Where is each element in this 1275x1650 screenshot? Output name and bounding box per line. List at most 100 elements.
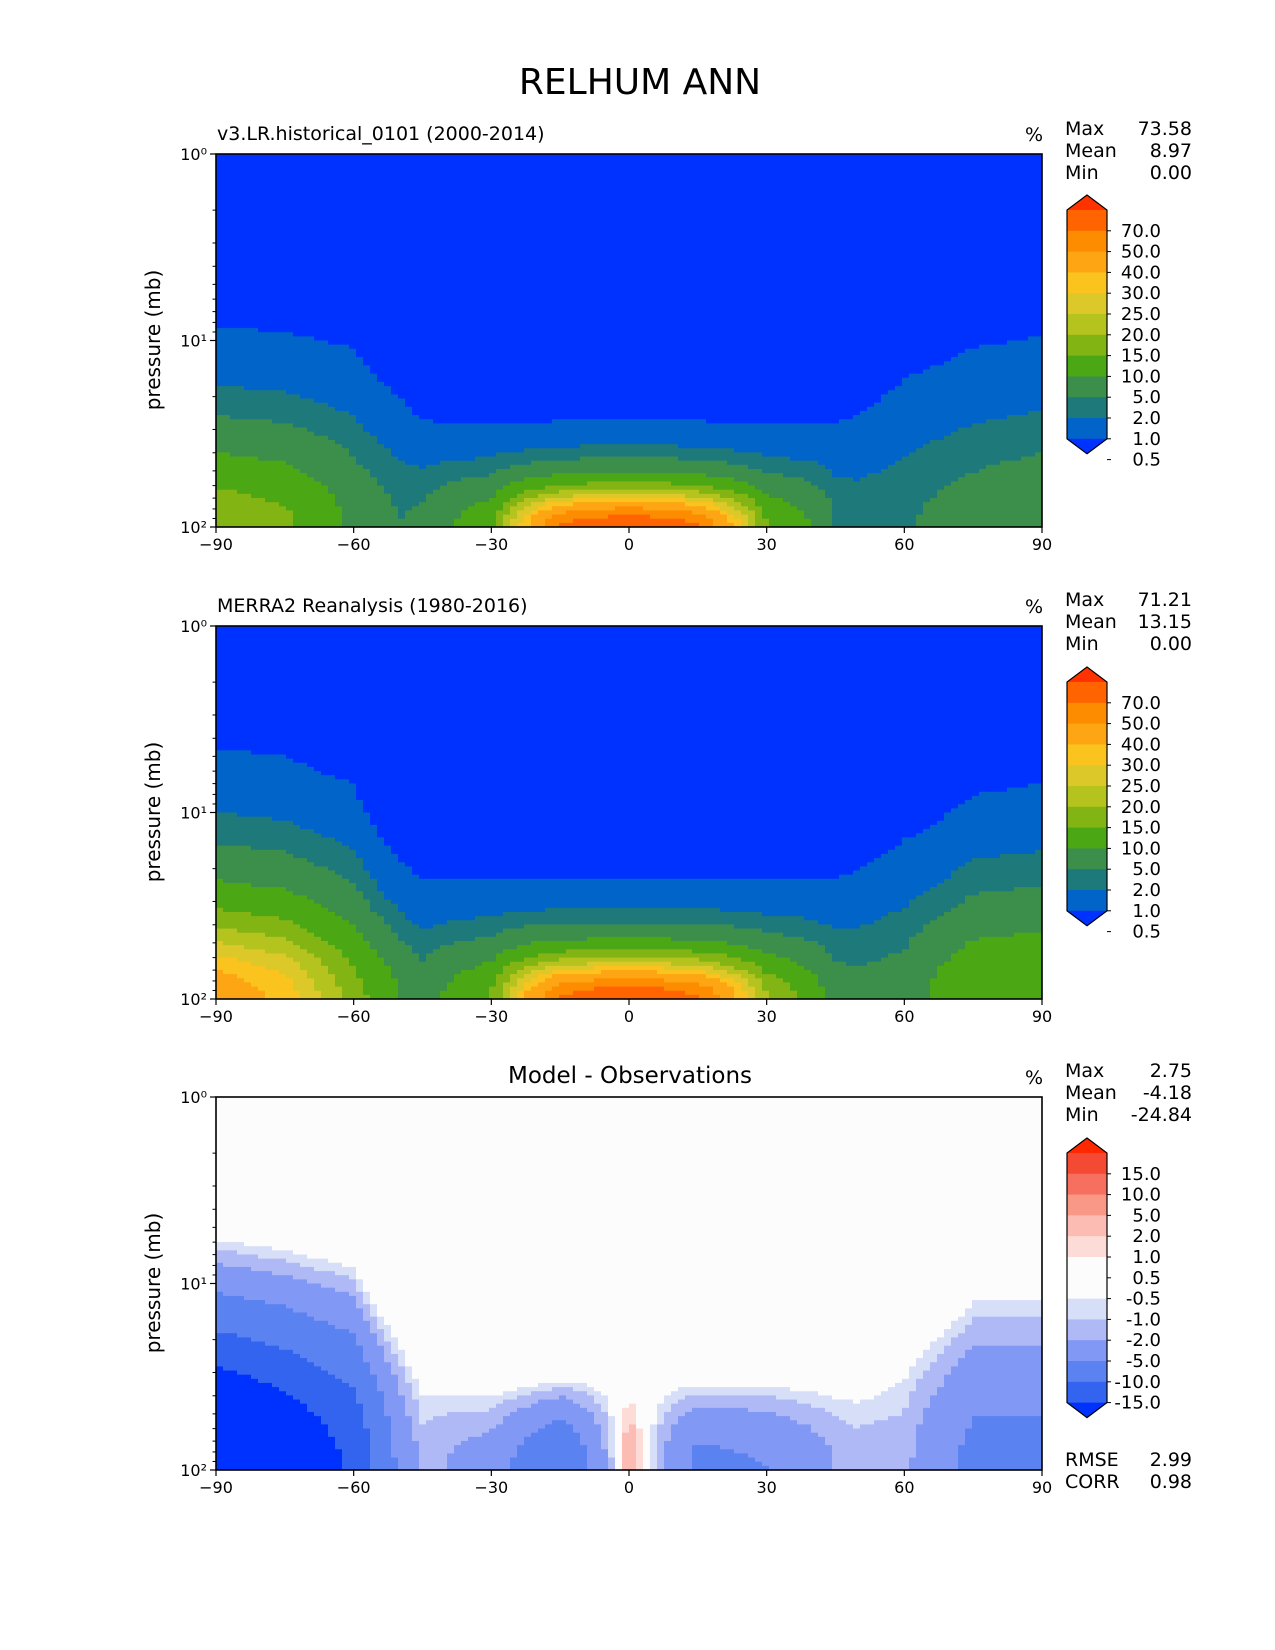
contour-cell	[454, 518, 462, 527]
contour-cell	[1021, 1416, 1029, 1470]
contour-cell	[727, 945, 735, 959]
contour-cell	[1014, 460, 1022, 527]
contour-cell	[580, 626, 588, 880]
contour-cell	[1021, 853, 1029, 888]
contour-cell	[279, 423, 287, 462]
contour-cell	[223, 1333, 231, 1372]
contour-cell	[587, 907, 595, 925]
contour-cell	[475, 878, 483, 917]
contour-cell	[342, 779, 350, 847]
contour-cell	[307, 1283, 315, 1318]
contour-cell	[853, 1097, 861, 1363]
contour-cell	[629, 419, 637, 445]
contour-cell	[643, 969, 651, 979]
contour-cell	[769, 456, 777, 474]
contour-cell	[797, 1366, 805, 1392]
contour-cell	[475, 1411, 483, 1438]
contour-cell	[244, 1266, 252, 1301]
contour-cell	[258, 887, 266, 917]
y-tick-label: 10⁰	[180, 1088, 207, 1107]
contour-cell	[986, 936, 994, 999]
contour-cell	[818, 423, 826, 466]
contour-cell	[629, 626, 637, 880]
contour-cell	[237, 1097, 245, 1222]
contour-cell	[825, 1362, 833, 1396]
contour-cell	[1000, 853, 1008, 892]
contour-cell	[699, 1445, 707, 1470]
contour-cell	[608, 510, 616, 516]
panel-diff-title: Model - Observations	[508, 1063, 752, 1089]
contour-cell	[657, 936, 665, 950]
contour-cell	[307, 626, 315, 768]
contour-cell	[587, 936, 595, 950]
contour-cell	[300, 928, 308, 950]
contour-cell	[335, 986, 343, 999]
contour-cell	[741, 464, 749, 483]
contour-cell	[664, 497, 672, 503]
contour-cell	[804, 1391, 812, 1405]
y-tick-label: 10²	[180, 1461, 207, 1480]
contour-cell	[776, 978, 784, 999]
contour-cell	[398, 911, 406, 942]
contour-cell	[657, 456, 665, 474]
contour-cell	[972, 1097, 980, 1268]
contour-cell	[349, 924, 357, 967]
contour-cell	[958, 903, 966, 950]
contour-cell	[713, 1387, 721, 1396]
contour-cell	[552, 1366, 560, 1384]
contour-cell	[755, 626, 763, 880]
contour-cell	[503, 452, 511, 470]
contour-cell	[496, 510, 504, 527]
x-tick-label: 0	[624, 535, 634, 554]
contour-cell	[363, 365, 371, 433]
contour-cell	[517, 878, 525, 913]
contour-cell	[657, 518, 665, 527]
contour-cell	[664, 1395, 672, 1413]
contour-cell	[636, 514, 644, 527]
contour-cell	[258, 990, 266, 999]
contour-cell	[811, 423, 819, 462]
colorbar-label: 15.0	[1121, 818, 1161, 839]
contour-cell	[608, 907, 616, 925]
contour-cell	[216, 626, 224, 751]
contour-cell	[685, 497, 693, 503]
contour-cell	[650, 419, 658, 445]
contour-cell	[251, 626, 259, 756]
contour-cell	[748, 510, 756, 527]
contour-cell	[272, 154, 280, 333]
contour-cell	[832, 928, 840, 963]
contour-cell	[713, 1097, 721, 1367]
contour-cell	[272, 390, 280, 424]
contour-cell	[461, 477, 469, 512]
contour-cell	[881, 853, 889, 917]
contour-cell	[699, 154, 707, 420]
contour-cell	[412, 464, 420, 507]
contour-cell	[965, 1308, 973, 1326]
colorbar-label: 0.5	[1132, 1268, 1161, 1289]
contour-cell	[461, 1411, 469, 1442]
contour-cell	[286, 758, 294, 822]
x-tick-label: 0	[624, 1007, 634, 1026]
contour-cell	[538, 493, 546, 503]
contour-cell	[1000, 419, 1008, 462]
contour-cell	[433, 949, 441, 999]
contour-cell	[398, 1349, 406, 1367]
contour-cell	[692, 940, 700, 955]
contour-cell	[279, 754, 287, 822]
contour-cell	[643, 1097, 651, 1367]
contour-cell	[1035, 783, 1042, 851]
contour-cell	[713, 502, 721, 507]
contour-cell	[594, 456, 602, 474]
contour-cell	[559, 506, 567, 516]
contour-cell	[566, 419, 574, 449]
contour-cell	[720, 489, 728, 499]
contour-cell	[503, 1391, 511, 1401]
contour-cell	[965, 348, 973, 429]
contour-cell	[608, 924, 616, 938]
contour-cell	[699, 485, 707, 495]
contour-cell	[706, 924, 714, 942]
contour-cell	[657, 473, 665, 483]
contour-cell	[678, 940, 686, 950]
contour-cell	[335, 154, 343, 346]
contour-cell	[251, 986, 259, 999]
